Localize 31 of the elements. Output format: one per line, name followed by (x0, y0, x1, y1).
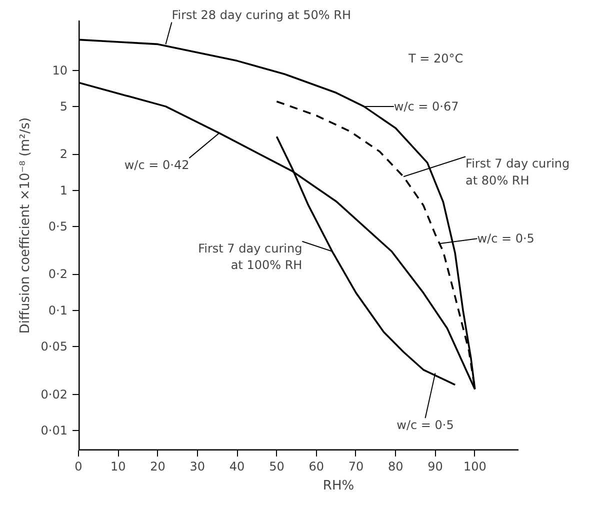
x-tick-label: 90 (428, 460, 443, 474)
x-tick-label: 40 (229, 460, 245, 474)
x-tick-label: 0 (74, 460, 82, 474)
y-tick-label: 5 (60, 99, 68, 114)
annotation: w/c = 0·5 (477, 232, 534, 246)
annotation: First 7 day curing at 100% RH (198, 241, 302, 272)
y-tick-label: 10 (52, 63, 68, 78)
x-tick-label: 60 (308, 460, 324, 474)
x-tick-label: 50 (269, 460, 284, 474)
y-tick-label: 0·1 (48, 303, 68, 318)
annotation: w/c = 0·42 (124, 158, 190, 172)
y-axis-title: Diffusion coefficient ×10⁻⁸ (m²/s) (18, 117, 33, 334)
annotation: First 7 day curing at 80% RH (466, 156, 570, 188)
y-tick-label: 1 (60, 183, 68, 198)
x-axis-title: RH% (322, 478, 354, 494)
y-tick-label: 0·01 (40, 423, 68, 438)
y-tick-label: 0·5 (48, 219, 68, 234)
x-tick-label: 30 (190, 460, 206, 474)
x-tick-label: 70 (348, 460, 364, 474)
x-tick-label: 100 (463, 460, 486, 474)
y-tick-label: 0·2 (48, 267, 68, 282)
annotation: w/c = 0·67 (394, 99, 459, 114)
x-tick-label: 10 (110, 460, 126, 474)
annotation: First 28 day curing at 50% RH (172, 8, 351, 22)
x-tick-label: 20 (150, 460, 166, 474)
y-tick-label: 0·02 (40, 387, 68, 402)
y-tick-label: 2 (60, 147, 68, 162)
y-tick-label: 0·05 (40, 340, 68, 354)
annotation: w/c = 0·5 (396, 418, 454, 432)
annotation: T = 20°C (408, 52, 464, 66)
x-tick-label: 80 (388, 460, 404, 474)
